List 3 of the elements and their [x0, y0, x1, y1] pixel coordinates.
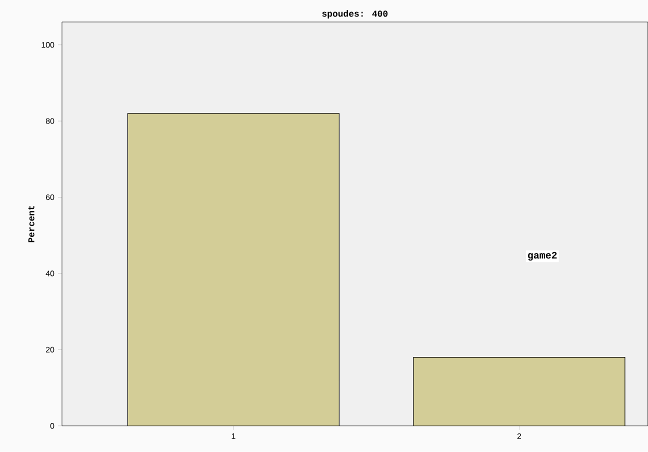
y-axis-title: Percent — [28, 206, 34, 242]
chart-title: spoudes: 400 — [322, 10, 388, 19]
annotation: game2 — [528, 252, 557, 261]
